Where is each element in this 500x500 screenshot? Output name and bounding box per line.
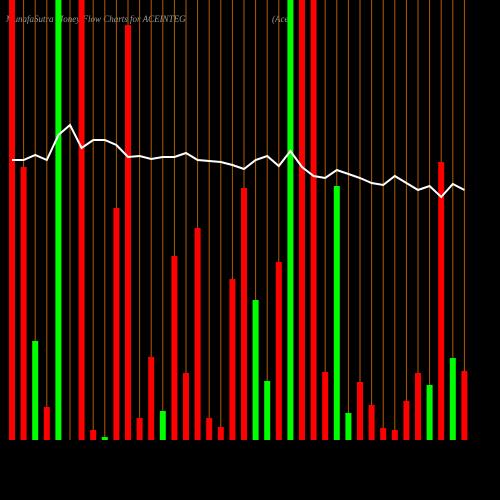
bar (380, 428, 387, 440)
bar (403, 401, 410, 440)
bar (415, 373, 421, 440)
bar (20, 167, 27, 440)
bar (391, 430, 398, 440)
bar (252, 300, 259, 440)
bar (171, 256, 178, 440)
bar (217, 427, 224, 440)
bar (438, 162, 445, 440)
flow-line (12, 123, 465, 199)
bar (345, 413, 352, 440)
bar (287, 0, 294, 440)
bar (159, 411, 166, 440)
bar (241, 188, 247, 440)
bar (9, 0, 15, 440)
bar (368, 405, 375, 440)
bar (299, 0, 305, 440)
chart-title: MunafaSutra Money Flow Charts for ACEINT… (5, 14, 186, 24)
bar (125, 25, 131, 440)
bar (43, 407, 50, 440)
bar (136, 418, 143, 440)
bar (275, 262, 282, 440)
bar (183, 373, 189, 440)
bar (206, 418, 213, 440)
bar (90, 430, 97, 440)
bar (32, 341, 39, 440)
bar (101, 437, 108, 440)
bar (194, 228, 201, 440)
bar (264, 381, 271, 440)
bar (449, 358, 456, 440)
bar (55, 0, 62, 440)
bar (357, 382, 363, 440)
chart-subtitle: (Ace (272, 14, 288, 24)
bar (148, 357, 155, 440)
bar (322, 372, 329, 440)
bar (461, 371, 468, 440)
bar (333, 186, 340, 440)
bar (310, 0, 317, 440)
bar (78, 0, 85, 440)
bar (113, 208, 120, 440)
bar (229, 279, 236, 440)
bar (426, 385, 433, 440)
